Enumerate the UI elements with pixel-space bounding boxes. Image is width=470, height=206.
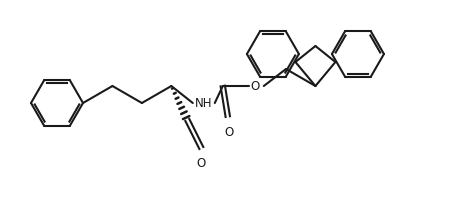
Text: O: O: [251, 80, 260, 92]
Text: O: O: [197, 157, 206, 170]
Text: O: O: [224, 126, 234, 139]
Text: NH: NH: [195, 96, 212, 110]
